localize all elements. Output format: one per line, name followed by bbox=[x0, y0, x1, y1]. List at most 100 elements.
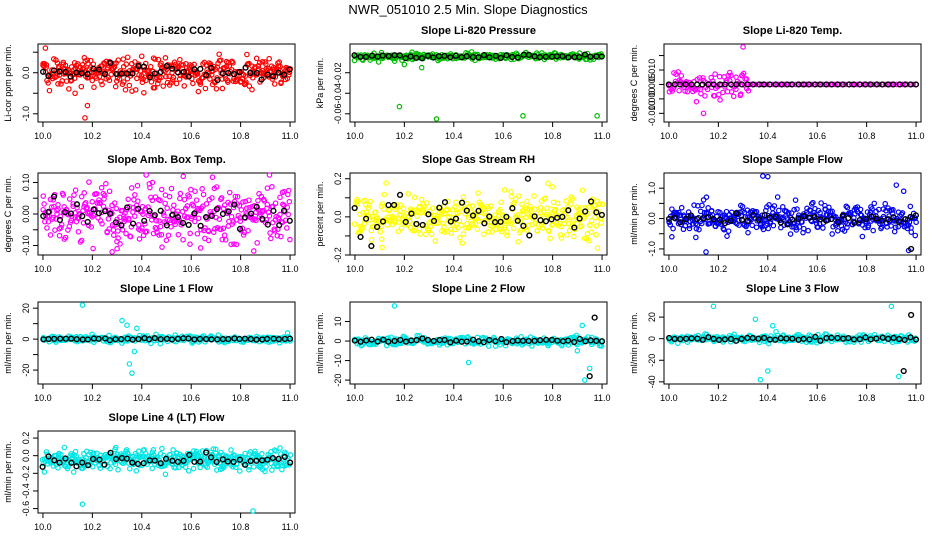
data-point bbox=[281, 71, 288, 78]
data-point bbox=[186, 451, 193, 459]
data-point bbox=[463, 207, 470, 214]
data-point bbox=[275, 455, 282, 463]
series-mean bbox=[40, 335, 294, 344]
data-point bbox=[418, 196, 425, 203]
data-point bbox=[402, 218, 409, 226]
data-point bbox=[95, 210, 102, 217]
data-point bbox=[452, 215, 460, 222]
data-point bbox=[486, 336, 493, 344]
data-point bbox=[379, 218, 387, 225]
data-point bbox=[231, 241, 237, 247]
y-axis-label: Li-cor ppm per min. bbox=[3, 44, 13, 122]
data-point bbox=[111, 200, 118, 206]
data-point bbox=[693, 98, 700, 105]
y-tick-label: -0.04 bbox=[333, 83, 343, 104]
x-tick-label: 10.8 bbox=[858, 131, 876, 141]
data-point bbox=[86, 209, 93, 216]
x-tick-label: 10.0 bbox=[346, 131, 364, 141]
data-point bbox=[81, 190, 88, 196]
data-point bbox=[262, 468, 268, 475]
data-point bbox=[688, 81, 695, 88]
data-point bbox=[587, 222, 593, 229]
data-point bbox=[670, 225, 676, 232]
data-point bbox=[196, 335, 204, 343]
data-point bbox=[87, 57, 94, 64]
data-point bbox=[785, 210, 792, 216]
data-point bbox=[105, 74, 112, 81]
data-point bbox=[199, 186, 205, 192]
data-point bbox=[285, 211, 292, 218]
x-tick-label: 11.0 bbox=[594, 393, 611, 403]
data-point bbox=[896, 335, 903, 343]
data-point bbox=[559, 53, 566, 60]
data-point bbox=[587, 198, 595, 205]
data-point bbox=[68, 335, 75, 342]
data-point bbox=[275, 69, 282, 76]
data-point bbox=[135, 222, 142, 228]
data-point bbox=[908, 229, 915, 235]
data-point bbox=[488, 203, 494, 209]
data-point bbox=[476, 218, 482, 224]
data-point bbox=[129, 70, 136, 77]
data-point bbox=[808, 201, 815, 207]
x-tick-label: 11.0 bbox=[282, 522, 299, 532]
x-tick-label: 10.4 bbox=[133, 522, 151, 532]
data-point bbox=[857, 211, 864, 218]
data-point bbox=[67, 73, 74, 80]
data-point bbox=[255, 63, 262, 69]
data-point bbox=[149, 179, 156, 186]
data-point bbox=[396, 191, 404, 198]
data-point bbox=[383, 180, 389, 186]
data-point bbox=[181, 196, 188, 203]
data-point bbox=[693, 215, 701, 223]
data-point bbox=[803, 81, 809, 88]
x-tick-label: 10.8 bbox=[232, 131, 250, 141]
data-point bbox=[396, 52, 403, 59]
data-point bbox=[236, 456, 244, 463]
data-point bbox=[54, 73, 60, 79]
data-point bbox=[163, 73, 169, 80]
data-point bbox=[124, 54, 131, 61]
data-point bbox=[728, 89, 735, 95]
data-point bbox=[907, 203, 914, 210]
data-point bbox=[458, 203, 464, 209]
data-point bbox=[157, 336, 164, 343]
data-point bbox=[161, 212, 167, 219]
data-point bbox=[788, 210, 795, 216]
data-point bbox=[55, 201, 61, 208]
data-point bbox=[286, 217, 293, 224]
data-point bbox=[67, 210, 75, 217]
data-point bbox=[760, 81, 768, 88]
chart-panel-10: Slope Line 4 (LT) Flow ml/min per min. 10.… bbox=[3, 412, 298, 532]
data-point bbox=[112, 336, 119, 343]
data-point bbox=[411, 194, 418, 201]
data-point bbox=[225, 69, 232, 77]
data-point bbox=[101, 208, 109, 215]
data-point bbox=[738, 335, 745, 343]
data-point bbox=[536, 54, 544, 61]
data-point bbox=[820, 81, 827, 88]
data-point bbox=[351, 337, 358, 344]
data-point bbox=[825, 81, 832, 88]
data-point bbox=[749, 81, 757, 88]
data-point bbox=[447, 218, 454, 225]
data-point bbox=[219, 210, 227, 218]
data-point bbox=[90, 212, 97, 219]
data-point bbox=[107, 59, 114, 66]
data-point bbox=[93, 190, 100, 197]
data-point bbox=[84, 57, 91, 63]
data-point bbox=[143, 172, 149, 178]
data-point bbox=[169, 211, 176, 218]
data-point bbox=[428, 231, 435, 237]
data-point bbox=[682, 81, 689, 88]
data-point bbox=[698, 90, 704, 97]
data-point bbox=[565, 204, 571, 210]
data-point bbox=[901, 336, 908, 344]
data-point bbox=[474, 226, 481, 232]
data-point bbox=[128, 185, 135, 191]
data-point bbox=[401, 61, 408, 68]
data-point bbox=[153, 217, 160, 224]
data-point bbox=[163, 237, 170, 244]
y-tick-label: 0 bbox=[21, 337, 31, 342]
data-point bbox=[486, 54, 493, 61]
